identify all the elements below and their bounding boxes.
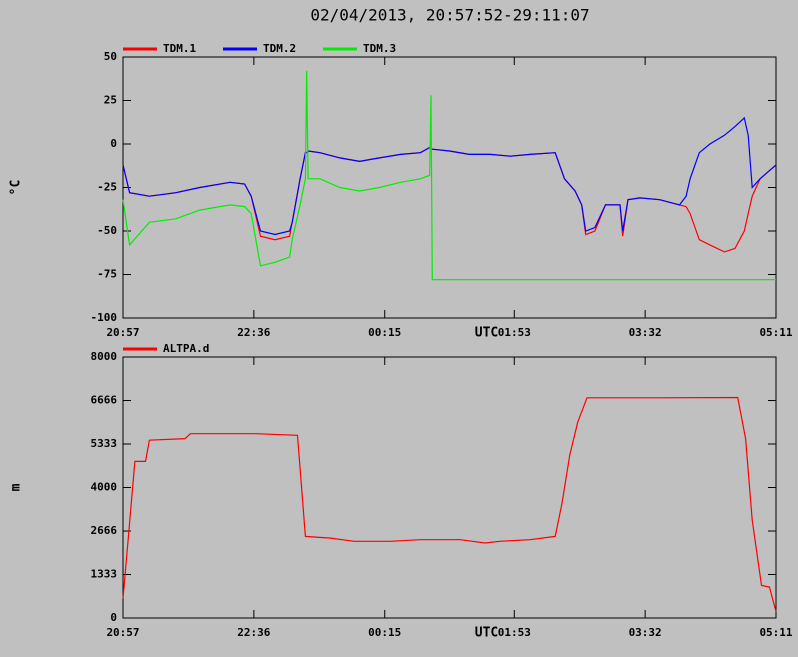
y-tick-label: 4000 [91,481,118,494]
y-tick-label: -100 [91,311,118,324]
legend-label: ALTPA.d [163,342,209,355]
y-tick-label: -50 [97,224,117,237]
plot-frame [122,56,777,319]
series-line [122,116,777,236]
x-axis-label: UTC [475,626,498,641]
plot-frame [122,356,777,619]
y-tick-label: 1333 [91,568,118,581]
series-line [122,396,777,612]
y-tick-label: 25 [104,94,117,107]
y-axis-label: m [9,483,24,491]
series-line [122,146,777,253]
y-tick-label: 6666 [91,394,118,407]
legend-label: TDM.2 [263,42,296,55]
x-tick-label: 20:57 [106,626,139,639]
x-tick-label: 05:11 [759,326,792,339]
x-tick-label: 01:53 [498,626,531,639]
legend-label: TDM.3 [363,42,396,55]
legend-label: TDM.1 [163,42,196,55]
y-tick-label: -75 [97,268,117,281]
y-tick-label: 8000 [91,350,118,363]
y-tick-label: 50 [104,50,117,63]
x-tick-label: 05:11 [759,626,792,639]
x-tick-label: 00:15 [368,626,401,639]
series-line [122,70,776,281]
y-tick-label: 5333 [91,437,118,450]
y-tick-label: 0 [110,611,117,624]
x-tick-label: 22:36 [237,326,270,339]
x-tick-label: 03:32 [629,326,662,339]
y-axis-label: °C [9,180,24,196]
x-tick-label: 22:36 [237,626,270,639]
y-tick-label: -25 [97,181,117,194]
x-tick-label: 01:53 [498,326,531,339]
x-tick-label: 20:57 [106,326,139,339]
chart-title: 02/04/2013, 20:57:52-29:11:07 [310,6,589,25]
x-axis-label: UTC [475,326,498,341]
x-tick-label: 00:15 [368,326,401,339]
y-tick-label: 0 [110,137,117,150]
y-tick-label: 2666 [91,524,118,537]
x-tick-label: 03:32 [629,626,662,639]
